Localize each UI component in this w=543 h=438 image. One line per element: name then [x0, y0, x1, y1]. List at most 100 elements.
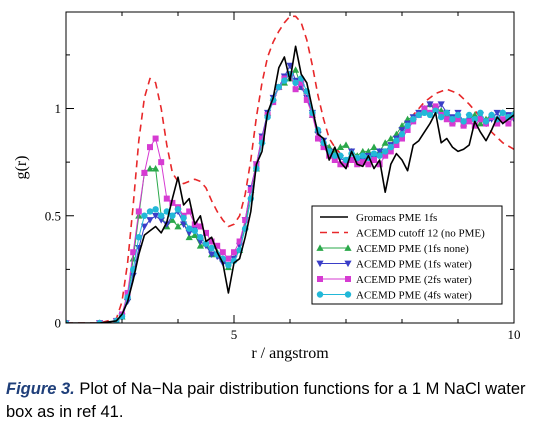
- series-4-point-15: [185, 230, 193, 237]
- series-5-point-71: [499, 116, 506, 123]
- legend-marker-3-a: [316, 244, 324, 251]
- series-6-point-51: [387, 143, 394, 151]
- plot-area: [66, 15, 514, 323]
- x-axis-label: r / angstrom: [251, 345, 329, 362]
- series-6-point-17: [197, 234, 204, 241]
- series-3-point-17: [196, 242, 204, 249]
- series-5-point-18: [203, 229, 209, 236]
- series-4-point-19: [208, 251, 216, 258]
- series-6-point-55: [410, 116, 417, 123]
- series-6-point-67: [477, 109, 484, 117]
- legend-marker-6-b: [344, 291, 352, 298]
- series-6-point-56: [415, 111, 422, 119]
- series-5-point-15: [186, 208, 193, 215]
- series-5-point-8: [147, 144, 153, 151]
- series-5-point-59: [432, 103, 439, 110]
- series-5-point-5: [130, 249, 137, 256]
- y-tick-label-0: 0: [55, 316, 62, 331]
- series-5-point-62: [449, 120, 456, 127]
- series-5-point-38: [315, 135, 321, 142]
- y-axis-label: g(r): [13, 156, 30, 180]
- series-4-point-70: [493, 109, 501, 117]
- series-5-point-6: [135, 208, 142, 215]
- series-5-point-40: [326, 152, 333, 159]
- series-5-point-25: [242, 217, 249, 224]
- legend-marker-5-a: [317, 276, 323, 282]
- legend-marker-4-a: [316, 260, 324, 268]
- series-3-point-47: [364, 147, 372, 155]
- series-3-point-9: [152, 164, 160, 172]
- series-5-point-12: [169, 199, 176, 206]
- series-6-point-65: [466, 111, 473, 119]
- axes: 5 10 0 0.5 1 r / angstrom g(r): [13, 11, 521, 362]
- legend-marker-4-b: [344, 260, 352, 268]
- series-6-point-32: [281, 77, 288, 84]
- series-5-point-43: [343, 161, 349, 168]
- series-5-point-63: [455, 116, 461, 123]
- series-4-point-10: [157, 217, 165, 224]
- series-3-point-67: [476, 119, 484, 127]
- legend-marker-3-b: [344, 244, 352, 251]
- y-tick-label-2: 1: [55, 101, 62, 116]
- series-3-point-43: [342, 141, 350, 148]
- series-4-point-35: [297, 84, 305, 91]
- series-5-point-21: [219, 249, 226, 256]
- series-6-point-71: [499, 109, 506, 117]
- series-3-point-8: [146, 164, 154, 172]
- x-tick-label-1: 10: [508, 327, 521, 342]
- series-6-point-50: [382, 148, 389, 155]
- series-5-point-39: [320, 144, 327, 151]
- series-6-point-8: [146, 208, 154, 215]
- y-tick-label-1: 0.5: [45, 208, 61, 223]
- series-5-point-19: [208, 238, 215, 245]
- legend-entry-5: ACEMD PME (2fs water): [356, 274, 472, 286]
- series-6-point-34: [292, 79, 299, 86]
- series-5-point-20: [214, 242, 221, 249]
- series-5-point-67: [477, 116, 484, 123]
- series-5-point-36: [303, 96, 310, 103]
- series-6-point-22: [225, 261, 232, 269]
- series-5-point-52: [393, 141, 400, 148]
- series-6-point-10: [158, 212, 165, 219]
- series-4-point-11: [163, 221, 171, 228]
- series-4-point-9: [152, 212, 160, 220]
- series-3-point-51: [387, 134, 395, 142]
- series-6-point-49: [376, 152, 383, 159]
- series-1: [66, 45, 514, 323]
- series-5-point-10: [158, 159, 165, 166]
- series-5-point-41: [331, 156, 338, 163]
- series-6-point-16: [191, 227, 198, 234]
- series-6-point-13: [174, 206, 182, 213]
- series-line-1: [66, 45, 514, 323]
- series-3-point-34: [292, 66, 300, 73]
- series-3-point-53: [398, 122, 406, 129]
- series-5-point-66: [471, 122, 478, 129]
- series-5-point-35: [298, 79, 305, 86]
- series-3-point-54: [404, 115, 412, 123]
- series-5-point-44: [348, 156, 355, 163]
- series-6-point-62: [449, 116, 456, 123]
- series-6-point-58: [426, 111, 434, 119]
- series-5-point-46: [359, 159, 366, 166]
- series-5-point-61: [443, 116, 450, 123]
- series-6-point-12: [169, 212, 176, 219]
- legend-entry-4: ACEMD PME (1fs water): [356, 259, 472, 271]
- series-3-point-13: [174, 222, 182, 230]
- series-6-point-31: [275, 83, 282, 91]
- series-5-point-47: [365, 161, 372, 168]
- series-4-point-17: [196, 238, 204, 246]
- legend-marker-5-b: [345, 276, 351, 282]
- series-3-point-6: [135, 212, 143, 219]
- series-5-point-64: [460, 122, 467, 129]
- series-5-point-54: [404, 126, 411, 133]
- series-5-point-51: [387, 148, 394, 155]
- series-6-point-52: [393, 137, 400, 144]
- legend: Gromacs PME 1fs ACEMD cutoff 12 (no PME) A…: [311, 205, 503, 305]
- series-3-point-66: [471, 111, 479, 118]
- series-6-point-61: [443, 109, 450, 117]
- series-6-point-60: [438, 113, 445, 121]
- series-5-point-26: [247, 187, 254, 194]
- series-5-point-7: [141, 169, 148, 176]
- legend-entry-3: ACEMD PME (1fs none): [356, 243, 469, 255]
- legend-entry-2: ACEMD cutoff 12 (no PME): [356, 228, 485, 240]
